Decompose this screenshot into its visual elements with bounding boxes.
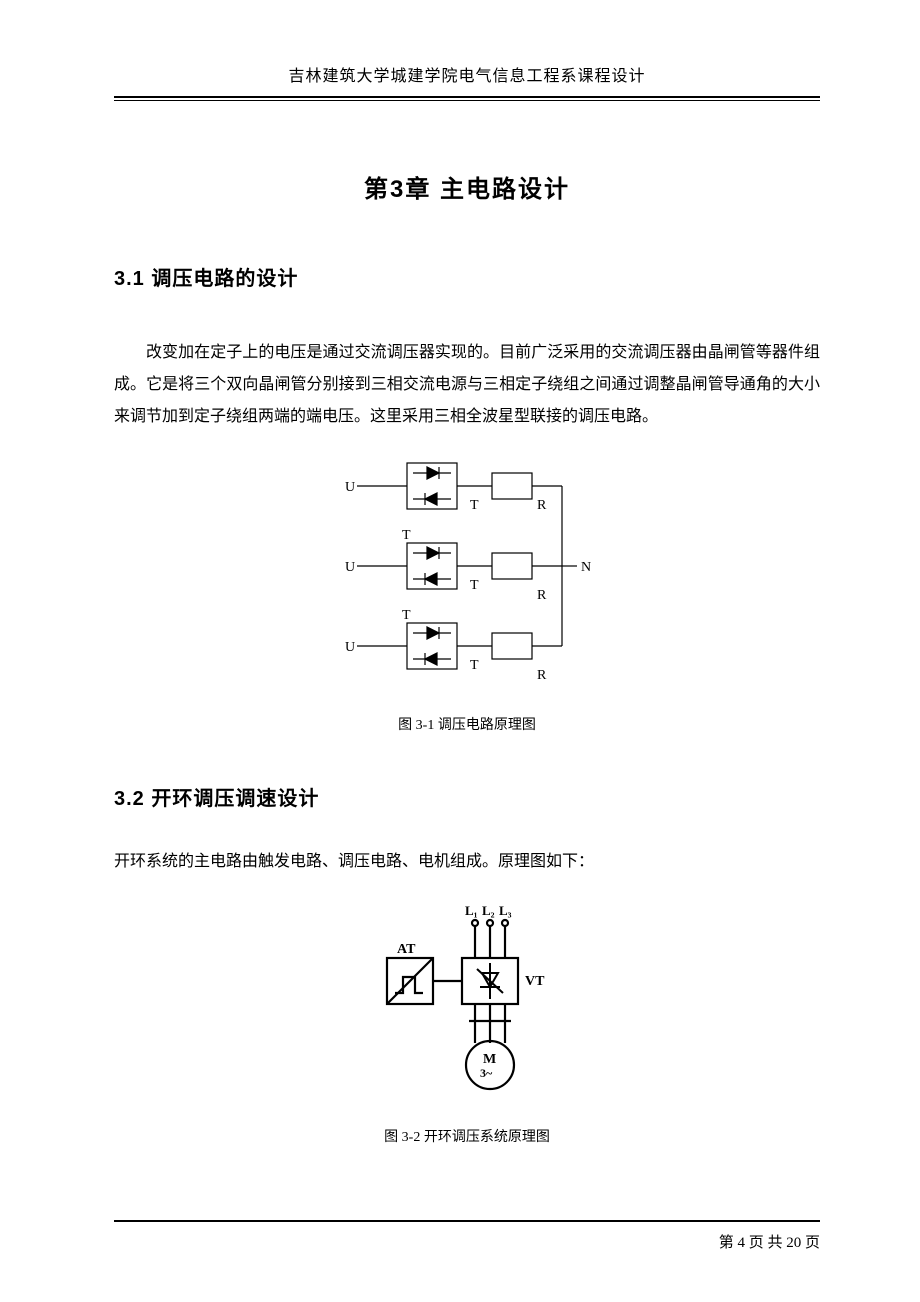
section-3-2-heading: 3.2 开环调压调速设计 [114,782,820,811]
fig31-label-T1a: T [470,498,479,513]
fig32-label-M: M [483,1052,496,1067]
fig31-label-T2b: T [402,608,411,623]
fig31-label-U1: U [345,480,355,495]
figure-3-1: U U U T T T T T R R R N 图 3-1 调压电路原理图 [114,451,820,734]
chapter-title: 第3章 主电路设计 [114,169,820,204]
figure-3-2-svg: L₁ L₂ L₃ AT VT M 3~ [357,903,577,1113]
fig31-label-R1: R [537,498,547,513]
header-rule-thick [114,96,820,98]
fig31-label-T1b: T [402,528,411,543]
section-3-1-heading: 3.1 调压电路的设计 [114,262,820,291]
section-3-1-paragraph: 改变加在定子上的电压是通过交流调压器实现的。目前广泛采用的交流调压器由晶闸管等器… [114,337,820,433]
footer-rule [114,1220,820,1222]
fig32-label-AT: AT [397,942,416,957]
running-header: 吉林建筑大学城建学院电气信息工程系课程设计 [114,62,820,92]
fig31-label-T3a: T [470,658,479,673]
figure-3-2-caption: 图 3-2 开环调压系统原理图 [114,1126,820,1146]
fig31-label-N: N [581,560,591,575]
fig32-label-L3: L₃ [499,903,512,918]
fig31-label-R2: R [537,588,547,603]
figure-3-2: L₁ L₂ L₃ AT VT M 3~ 图 3-2 开环调压系统原理图 [114,903,820,1146]
header-rule-thin [114,100,820,101]
fig31-label-T2a: T [470,578,479,593]
fig31-label-U2: U [345,560,355,575]
fig31-label-U3: U [345,640,355,655]
fig32-label-M2: 3~ [480,1066,493,1080]
fig31-label-R3: R [537,668,547,683]
section-3-2-paragraph: 开环系统的主电路由触发电路、调压电路、电机组成。原理图如下： [114,847,820,877]
figure-3-1-caption: 图 3-1 调压电路原理图 [114,714,820,734]
figure-3-1-svg: U U U T T T T T R R R N [337,451,597,701]
page-number: 第 4 页 共 20 页 [719,1231,820,1252]
fig32-label-VT: VT [525,974,545,989]
fig32-label-L1: L₁ [465,903,478,918]
fig32-label-L2: L₂ [482,903,495,918]
